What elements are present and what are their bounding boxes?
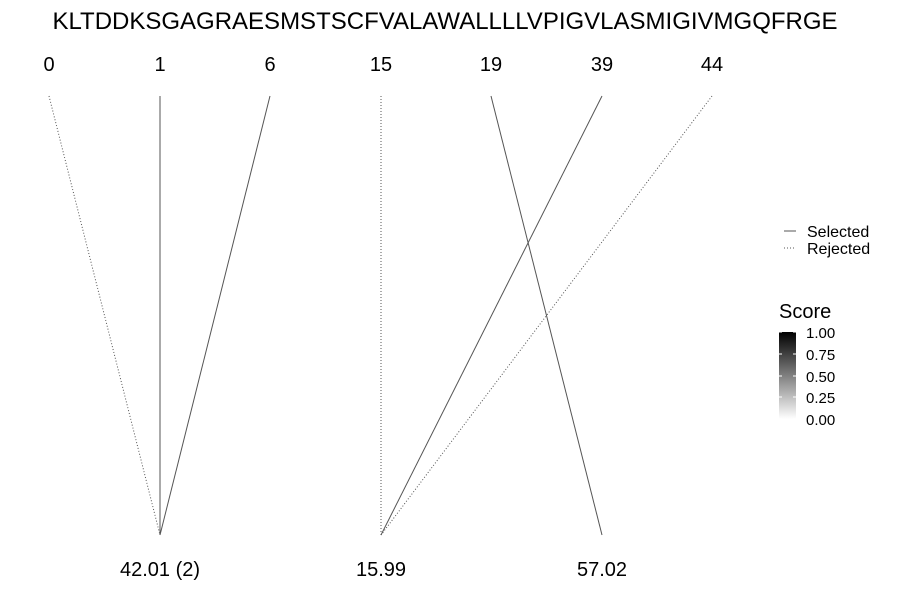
connection-selected-4: [380, 95, 603, 536]
top-label-19: 19: [480, 54, 502, 76]
connection-rejected-0: [48, 95, 161, 536]
connection-selected-6: [490, 95, 603, 536]
top-label-1: 1: [154, 54, 165, 76]
score-legend-title: Score: [779, 301, 831, 323]
connection-selected-2: [159, 95, 271, 536]
sequence-text: KLTDDKSGAGRAESMSTSCFVALAWALLLLVPIGVLASMI…: [52, 8, 837, 35]
rejected-legend-label: Rejected: [807, 241, 870, 258]
line-type-legend: Selected Rejected: [784, 224, 870, 258]
bottom-label-42-01: 42.01 (2): [120, 559, 200, 581]
score-legend: Score 1.00 0.75 0.50 0.25 0.00: [779, 301, 835, 429]
top-label-6: 6: [264, 54, 275, 76]
connection-lines: [48, 95, 713, 536]
score-colorbar: [779, 332, 796, 419]
top-labels: 0 1 6 15 19 39 44: [43, 54, 723, 76]
selected-legend-label: Selected: [807, 224, 869, 241]
bottom-label-57-02: 57.02: [577, 559, 627, 581]
score-tick-0-00: 0.00: [806, 412, 835, 429]
bottom-labels: 42.01 (2) 15.99 57.02: [120, 559, 627, 581]
score-tick-0-25: 0.25: [806, 390, 835, 407]
score-tick-1-00: 1.00: [806, 325, 835, 342]
bottom-label-15-99: 15.99: [356, 559, 406, 581]
score-tick-0-75: 0.75: [806, 347, 835, 364]
top-label-39: 39: [591, 54, 613, 76]
top-label-44: 44: [701, 54, 723, 76]
top-label-15: 15: [370, 54, 392, 76]
top-label-0: 0: [43, 54, 54, 76]
score-tick-0-50: 0.50: [806, 369, 835, 386]
